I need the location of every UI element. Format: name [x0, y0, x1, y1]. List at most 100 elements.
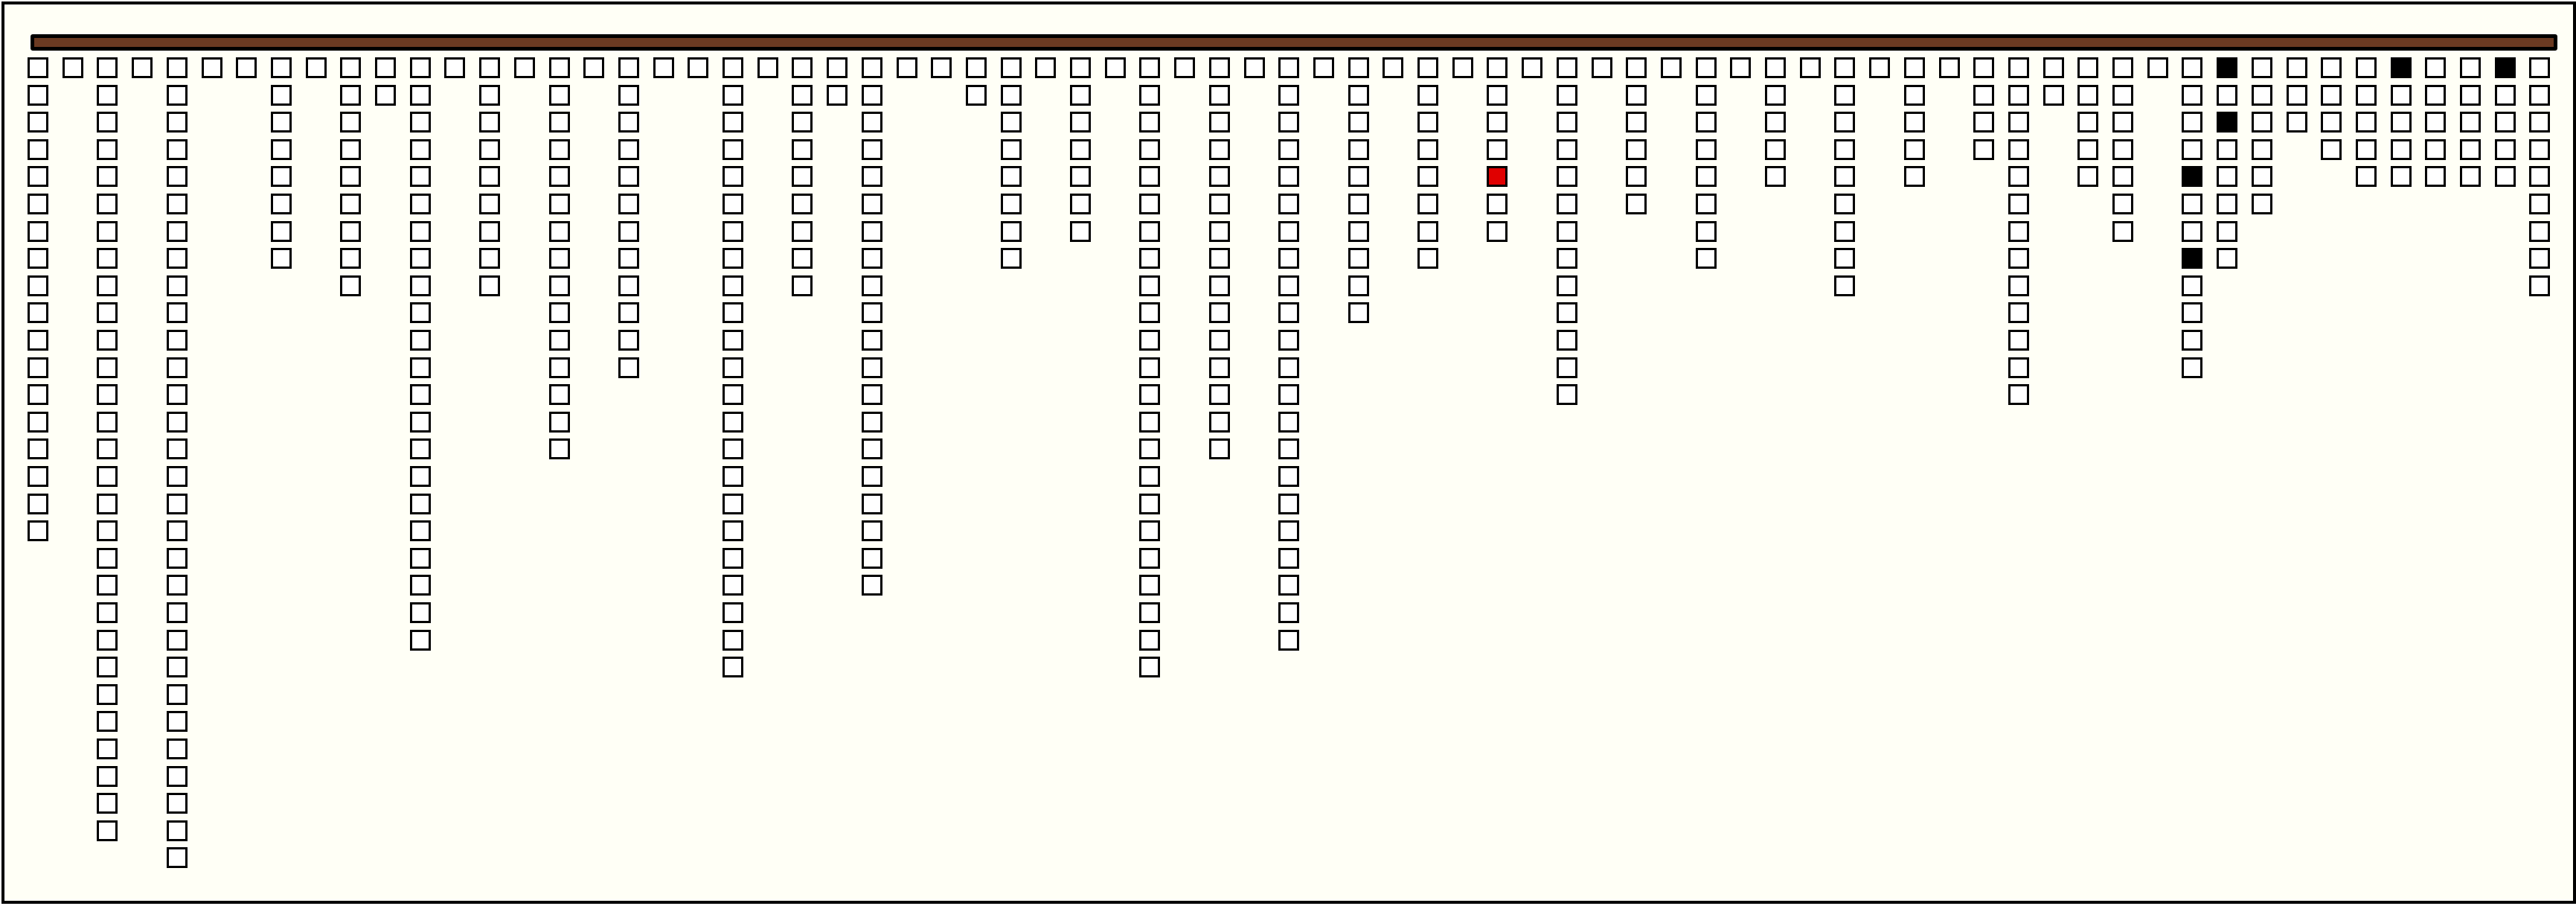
cell[interactable]: [97, 738, 118, 759]
cell[interactable]: [1696, 85, 1717, 106]
cell[interactable]: [2077, 85, 2098, 106]
cell-filled[interactable]: [2391, 57, 2412, 78]
cell[interactable]: [167, 602, 188, 623]
cell[interactable]: [862, 412, 882, 433]
cell[interactable]: [1417, 57, 1438, 78]
cell-filled[interactable]: [2495, 57, 2516, 78]
cell[interactable]: [2182, 357, 2202, 378]
cell[interactable]: [618, 330, 639, 351]
cell[interactable]: [340, 275, 361, 296]
cell[interactable]: [1278, 548, 1299, 569]
cell-highlighted[interactable]: [1487, 166, 1508, 187]
cell[interactable]: [862, 139, 882, 160]
cell[interactable]: [410, 494, 431, 514]
cell[interactable]: [549, 194, 570, 214]
cell[interactable]: [1139, 466, 1160, 487]
cell[interactable]: [1139, 630, 1160, 651]
cell[interactable]: [2425, 139, 2446, 160]
cell[interactable]: [1244, 57, 1265, 78]
cell[interactable]: [1834, 221, 1855, 242]
cell[interactable]: [1070, 112, 1091, 133]
cell[interactable]: [2460, 166, 2481, 187]
cell[interactable]: [862, 302, 882, 323]
cell[interactable]: [618, 248, 639, 269]
cell[interactable]: [1278, 357, 1299, 378]
cell[interactable]: [167, 302, 188, 323]
cell[interactable]: [1417, 139, 1438, 160]
cell[interactable]: [1417, 221, 1438, 242]
cell[interactable]: [792, 112, 813, 133]
cell[interactable]: [1139, 275, 1160, 296]
cell[interactable]: [410, 630, 431, 651]
cell[interactable]: [2043, 85, 2064, 106]
cell[interactable]: [1417, 166, 1438, 187]
cell[interactable]: [1765, 139, 1786, 160]
cell[interactable]: [549, 330, 570, 351]
cell[interactable]: [1209, 248, 1230, 269]
cell[interactable]: [167, 520, 188, 541]
cell[interactable]: [2460, 85, 2481, 106]
cell[interactable]: [167, 738, 188, 759]
cell[interactable]: [618, 302, 639, 323]
cell[interactable]: [1417, 248, 1438, 269]
cell[interactable]: [862, 438, 882, 459]
cell[interactable]: [2008, 194, 2029, 214]
cell[interactable]: [1487, 221, 1508, 242]
cell[interactable]: [549, 357, 570, 378]
cell[interactable]: [1557, 139, 1577, 160]
cell[interactable]: [2217, 194, 2237, 214]
cell[interactable]: [28, 166, 48, 187]
cell[interactable]: [2182, 85, 2202, 106]
cell[interactable]: [1904, 166, 1925, 187]
cell[interactable]: [410, 166, 431, 187]
cell[interactable]: [1348, 166, 1369, 187]
cell[interactable]: [1557, 357, 1577, 378]
cell[interactable]: [2460, 112, 2481, 133]
cell[interactable]: [2217, 221, 2237, 242]
cell[interactable]: [2008, 275, 2029, 296]
cell[interactable]: [2460, 57, 2481, 78]
cell[interactable]: [167, 248, 188, 269]
cell-filled[interactable]: [2217, 57, 2237, 78]
cell[interactable]: [1278, 302, 1299, 323]
cell[interactable]: [410, 221, 431, 242]
cell[interactable]: [1626, 112, 1647, 133]
cell-filled[interactable]: [2182, 248, 2202, 269]
cell[interactable]: [1035, 57, 1056, 78]
cell[interactable]: [862, 575, 882, 596]
cell[interactable]: [410, 412, 431, 433]
cell[interactable]: [966, 85, 987, 106]
cell[interactable]: [97, 820, 118, 841]
cell[interactable]: [2182, 330, 2202, 351]
cell[interactable]: [167, 684, 188, 705]
cell[interactable]: [1001, 85, 1022, 106]
cell[interactable]: [827, 85, 848, 106]
cell[interactable]: [723, 657, 743, 677]
cell[interactable]: [167, 166, 188, 187]
cell[interactable]: [271, 166, 292, 187]
cell[interactable]: [444, 57, 465, 78]
cell[interactable]: [97, 330, 118, 351]
cell[interactable]: [862, 357, 882, 378]
cell[interactable]: [2321, 57, 2342, 78]
cell[interactable]: [167, 221, 188, 242]
cell[interactable]: [2425, 57, 2446, 78]
cell[interactable]: [306, 57, 327, 78]
cell[interactable]: [1070, 166, 1091, 187]
cell[interactable]: [1139, 112, 1160, 133]
cell[interactable]: [2391, 85, 2412, 106]
cell[interactable]: [2112, 221, 2133, 242]
cell[interactable]: [723, 357, 743, 378]
cell[interactable]: [1139, 602, 1160, 623]
cell[interactable]: [1278, 221, 1299, 242]
cell[interactable]: [723, 602, 743, 623]
cell[interactable]: [167, 85, 188, 106]
cell[interactable]: [97, 384, 118, 405]
cell[interactable]: [1557, 85, 1577, 106]
cell[interactable]: [1139, 330, 1160, 351]
cell[interactable]: [28, 248, 48, 269]
cell[interactable]: [1557, 302, 1577, 323]
cell[interactable]: [410, 139, 431, 160]
cell[interactable]: [1487, 57, 1508, 78]
cell[interactable]: [2425, 112, 2446, 133]
